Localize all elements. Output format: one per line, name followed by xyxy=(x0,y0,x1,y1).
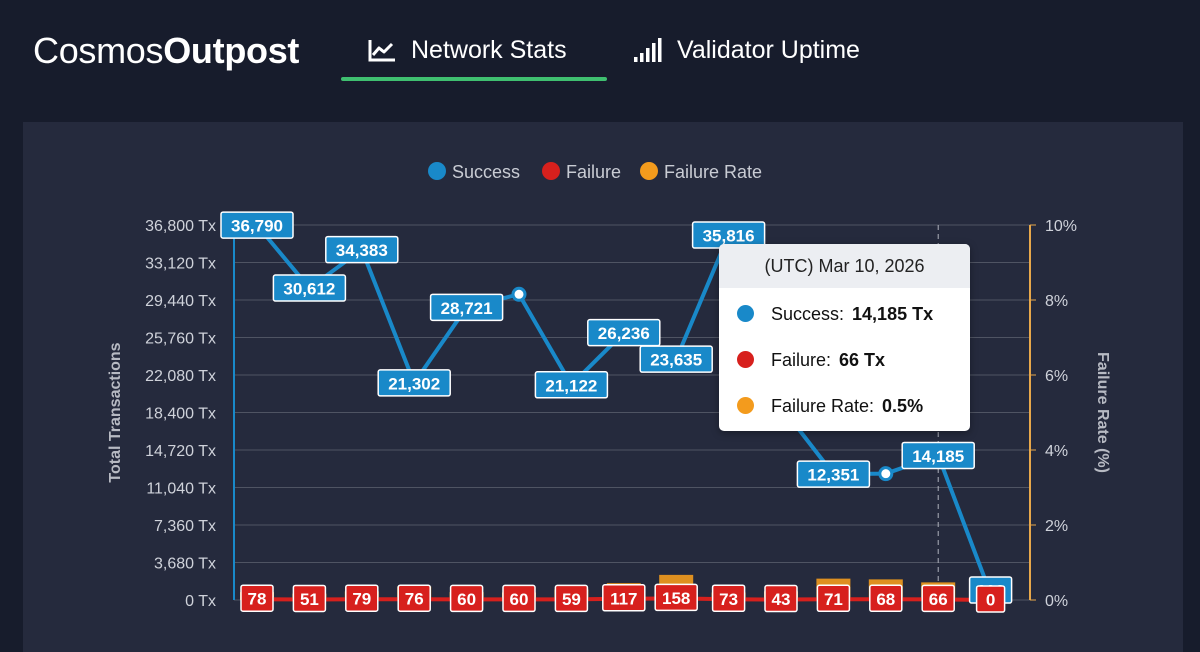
success-data-label: 12,351 xyxy=(807,466,859,485)
y-tick-label: 18,400 Tx xyxy=(145,406,216,423)
failure-data-label: 51 xyxy=(300,590,319,609)
success-dot-icon xyxy=(737,305,754,322)
y2-tick-label: 10% xyxy=(1045,218,1077,235)
failure-data-label: 60 xyxy=(457,590,476,609)
y-tick-label: 14,720 Tx xyxy=(145,443,216,460)
failure-data-label-box xyxy=(240,584,274,612)
y2-axis-title: Failure Rate (%) xyxy=(1094,352,1111,473)
y-tick-label: 11,040 Tx xyxy=(146,481,216,498)
chart-panel: Success Failure Failure Rate 0 Tx 3,680 Tx 7,… xyxy=(23,122,1183,652)
failure-data-label: 76 xyxy=(405,590,424,609)
y-tick-label: 36,800 Tx xyxy=(145,218,216,235)
success-point xyxy=(511,286,527,302)
legend-marker-success xyxy=(428,162,446,180)
failure-data-label-box xyxy=(554,584,589,613)
legend-label: Failure xyxy=(566,162,621,182)
tab-validator-uptime[interactable]: Validator Uptime xyxy=(633,36,860,80)
failure-data-label-box xyxy=(502,584,536,613)
success-data-label-box xyxy=(377,369,451,397)
failure-data-label: 79 xyxy=(352,590,371,609)
y-axis-title: Total Transactions xyxy=(107,342,124,482)
success-data-label-box xyxy=(796,460,871,488)
failure-data-label: 0 xyxy=(986,591,995,610)
tooltip-title: (UTC) Mar 10, 2026 xyxy=(719,244,970,288)
failure-data-label: 78 xyxy=(248,590,267,609)
success-point xyxy=(878,466,894,482)
failure-data-label-box xyxy=(869,584,903,613)
brand-logo[interactable]: CosmosOutpost xyxy=(33,30,300,71)
tab-label: Validator Uptime xyxy=(677,36,860,64)
tab-label: Network Stats xyxy=(411,36,567,64)
success-data-label-box xyxy=(534,371,609,399)
y2-tick-label: 2% xyxy=(1045,518,1068,535)
success-data-label: 21,302 xyxy=(388,374,440,393)
line-chart-icon xyxy=(368,40,395,62)
success-data-label: 35,816 xyxy=(703,227,755,246)
success-data-label: 26,236 xyxy=(598,324,650,343)
success-data-label: 34,383 xyxy=(336,241,388,260)
failure-data-label: 71 xyxy=(824,590,843,609)
tooltip-success-row: Success: 14,185 Tx xyxy=(737,304,933,325)
y2-tick-label: 4% xyxy=(1045,443,1068,460)
success-data-label: 28,721 xyxy=(441,299,493,318)
failure-data-label: 59 xyxy=(562,590,581,609)
legend-marker-failure xyxy=(542,162,560,180)
legend-label: Failure Rate xyxy=(664,162,762,182)
failure-data-label-box xyxy=(711,584,746,613)
tooltip-rate-row: Failure Rate: 0.5% xyxy=(737,396,923,417)
success-data-label: 30,612 xyxy=(283,280,335,299)
failure-rate-dot-icon xyxy=(737,397,754,414)
failure-data-label-box xyxy=(345,584,379,612)
y2-tick-label: 8% xyxy=(1045,293,1068,310)
failure-data-label-box xyxy=(654,583,698,612)
y2-tick-label: 0% xyxy=(1045,593,1068,610)
failure-dot-icon xyxy=(737,351,754,368)
failure-data-label-box xyxy=(449,584,484,613)
tooltip-failure-row: Failure: 66 Tx xyxy=(737,350,885,371)
failure-data-label-box xyxy=(397,584,431,612)
y-tick-label: 3,680 Tx xyxy=(154,556,216,573)
y2-tick-label: 6% xyxy=(1045,368,1068,385)
y-tick-label: 29,440 Tx xyxy=(145,293,216,310)
legend-marker-failure-rate xyxy=(640,162,658,180)
failure-data-label: 60 xyxy=(510,590,529,609)
success-data-label-box xyxy=(220,211,294,239)
failure-data-label: 66 xyxy=(929,590,948,609)
success-data-label: 36,790 xyxy=(231,217,283,236)
y-tick-label: 25,760 Tx xyxy=(145,331,216,348)
y-tick-label: 22,080 Tx xyxy=(145,368,216,385)
success-data-label: 14,185 xyxy=(912,447,964,466)
failure-data-label-box xyxy=(292,584,327,613)
failure-data-label-box xyxy=(764,584,798,613)
success-data-label: 21,122 xyxy=(545,376,597,395)
y-tick-label: 33,120 Tx xyxy=(145,256,216,273)
success-data-label-box xyxy=(429,293,504,322)
failure-data-label-box xyxy=(975,585,1006,613)
chart-tooltip: (UTC) Mar 10, 2026 Success: 14,185 Tx Fai… xyxy=(719,244,970,431)
legend-label: Success xyxy=(452,162,520,182)
failure-data-label: 68 xyxy=(876,590,895,609)
success-data-label: 23,635 xyxy=(650,351,702,370)
failure-data-label-box xyxy=(602,584,646,612)
success-data-label-box xyxy=(639,345,713,373)
app-header: CosmosOutpost Network Stats Validator Up… xyxy=(0,0,1200,110)
failure-data-label-box xyxy=(816,584,851,613)
failure-data-label-box xyxy=(921,584,955,613)
network-stats-chart: Success Failure Failure Rate 0 Tx 3,680 Tx 7,… xyxy=(107,162,1111,613)
tab-network-stats[interactable]: Network Stats xyxy=(367,36,567,80)
success-data-label-box xyxy=(901,441,975,470)
signal-bars-icon xyxy=(634,38,662,62)
active-tab-indicator xyxy=(341,77,607,81)
failure-data-label: 43 xyxy=(772,590,791,609)
failure-data-label: 117 xyxy=(610,589,637,608)
success-data-label-box xyxy=(272,274,347,302)
success-data-label-box xyxy=(587,318,661,347)
failure-data-label: 73 xyxy=(719,590,738,609)
success-data-label-box xyxy=(325,235,399,264)
failure-data-label: 158 xyxy=(662,589,690,608)
y-tick-label: 0 Tx xyxy=(185,593,216,610)
y-tick-label: 7,360 Tx xyxy=(154,518,216,535)
